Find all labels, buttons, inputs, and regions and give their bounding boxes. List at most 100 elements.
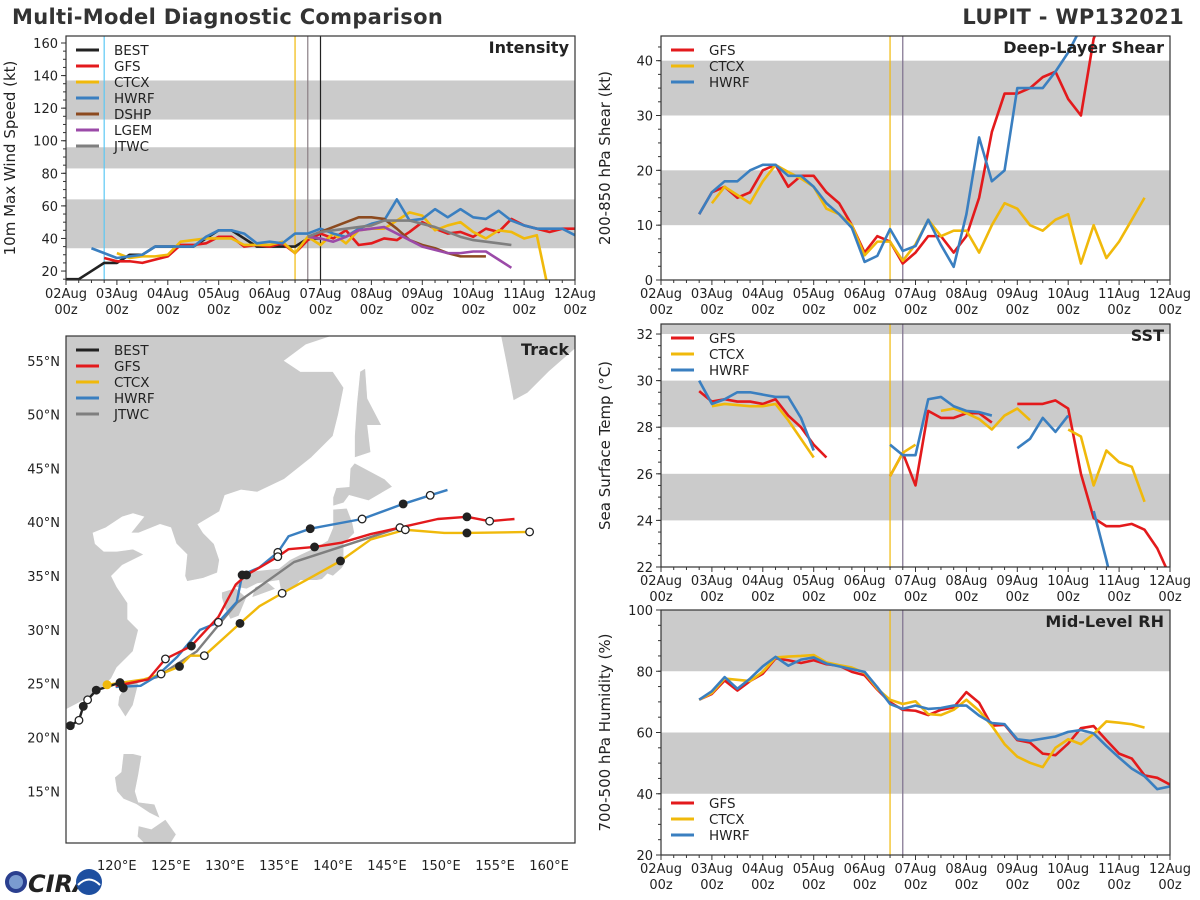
x-tick-hour: 00z bbox=[700, 590, 724, 605]
cira-logo: CIRA bbox=[5, 869, 102, 898]
x-tick-date: 10Aug bbox=[1047, 287, 1089, 302]
series-line-dshp bbox=[307, 215, 486, 258]
x-tick-hour: 00z bbox=[1158, 590, 1182, 605]
legend-label-gfs: GFS bbox=[709, 43, 736, 59]
x-tick-hour: 00z bbox=[802, 878, 826, 893]
x-tick-hour: 00z bbox=[309, 303, 333, 318]
land-hokkaido bbox=[332, 462, 393, 507]
x-tick-hour: 00z bbox=[105, 303, 129, 318]
lon-tick-label: 145°E bbox=[367, 859, 407, 874]
y-axis-label: 200-850 hPa Shear (kt) bbox=[596, 71, 614, 245]
x-tick-date: 05Aug bbox=[793, 862, 835, 877]
x-tick-date: 05Aug bbox=[198, 287, 240, 302]
x-tick-hour: 00z bbox=[904, 303, 928, 318]
y-axis-label: 10m Max Wind Speed (kt) bbox=[1, 61, 19, 256]
y-tick-label: 28 bbox=[636, 421, 653, 436]
lon-tick-label: 140°E bbox=[313, 859, 353, 874]
track-marker-best bbox=[78, 701, 88, 711]
y-tick-label: 0 bbox=[645, 274, 653, 289]
legend-label-gfs: GFS bbox=[114, 59, 141, 75]
x-tick-hour: 00z bbox=[955, 303, 979, 318]
x-tick-hour: 00z bbox=[700, 303, 724, 318]
land-luzon bbox=[114, 753, 161, 819]
x-tick-date: 11Aug bbox=[1098, 287, 1140, 302]
track-marker-gfs bbox=[273, 552, 283, 562]
track-marker-ctcx bbox=[525, 527, 535, 537]
series-line-ctcx bbox=[940, 407, 1031, 431]
category-band bbox=[661, 170, 1170, 226]
x-tick-hour: 00z bbox=[904, 878, 928, 893]
x-tick-date: 02Aug bbox=[45, 287, 87, 302]
series-line-ctcx bbox=[1067, 428, 1146, 503]
x-tick-hour: 00z bbox=[1057, 303, 1081, 318]
x-tick-hour: 00z bbox=[54, 303, 78, 318]
y-tick-label: 60 bbox=[41, 200, 58, 215]
track-line-gfs bbox=[115, 515, 515, 688]
category-band bbox=[661, 380, 1170, 428]
x-tick-hour: 00z bbox=[1057, 590, 1081, 605]
track-marker-best bbox=[74, 715, 84, 725]
x-tick-date: 06Aug bbox=[844, 862, 886, 877]
track-marker-gfs bbox=[462, 512, 472, 522]
x-tick-hour: 00z bbox=[1006, 878, 1030, 893]
series-line-gfs bbox=[698, 36, 1097, 265]
panel-title: SST bbox=[1131, 326, 1164, 345]
track-marker-hwrf bbox=[425, 490, 435, 500]
land-sakhalin bbox=[354, 367, 383, 459]
x-tick-date: 08Aug bbox=[945, 574, 987, 589]
map-area bbox=[66, 336, 575, 843]
legend-label-jtwc: JTWC bbox=[113, 407, 149, 423]
track-marker-ctcx bbox=[235, 618, 245, 628]
x-tick-date: 08Aug bbox=[945, 862, 987, 877]
x-tick-date: 02Aug bbox=[640, 862, 682, 877]
x-tick-date: 06Aug bbox=[844, 287, 886, 302]
track-marker-hwrf bbox=[213, 617, 223, 627]
x-tick-hour: 00z bbox=[955, 590, 979, 605]
x-tick-date: 12Aug bbox=[1149, 287, 1191, 302]
x-tick-date: 07Aug bbox=[895, 862, 937, 877]
x-tick-hour: 00z bbox=[1107, 590, 1131, 605]
x-tick-hour: 00z bbox=[751, 878, 775, 893]
x-tick-date: 11Aug bbox=[503, 287, 545, 302]
x-tick-date: 09Aug bbox=[996, 862, 1038, 877]
storm-id: LUPIT - WP132021 bbox=[962, 5, 1184, 29]
panel-intensity: 2040608010012014016002Aug00z03Aug00z04Au… bbox=[1, 35, 596, 318]
x-tick-date: 09Aug bbox=[996, 287, 1038, 302]
x-tick-hour: 00z bbox=[649, 590, 673, 605]
lon-tick-label: 155°E bbox=[475, 859, 515, 874]
x-tick-hour: 00z bbox=[802, 590, 826, 605]
legend-label-hwrf: HWRF bbox=[709, 828, 750, 844]
track-marker-best bbox=[66, 721, 75, 731]
legend-label-best: BEST bbox=[114, 43, 149, 59]
y-tick-label: 20 bbox=[636, 849, 653, 864]
legend-label-ctcx: CTCX bbox=[709, 59, 745, 75]
track-marker-hwrf bbox=[357, 514, 367, 524]
track-marker-gfs bbox=[485, 516, 495, 526]
lat-tick-label: 35°N bbox=[27, 570, 60, 585]
track-marker-gfs bbox=[242, 570, 251, 580]
panel-title: Intensity bbox=[489, 38, 570, 57]
y-tick-label: 40 bbox=[636, 788, 653, 803]
x-tick-date: 04Aug bbox=[147, 287, 189, 302]
track-marker-ctcx bbox=[277, 588, 287, 598]
legend-label-jtwc: JTWC bbox=[113, 139, 149, 155]
track-marker-ctcx bbox=[400, 525, 410, 535]
legend-label-hwrf: HWRF bbox=[114, 91, 155, 107]
x-tick-hour: 00z bbox=[955, 878, 979, 893]
x-tick-date: 12Aug bbox=[1149, 574, 1191, 589]
x-tick-date: 06Aug bbox=[249, 287, 291, 302]
track-marker-best bbox=[83, 695, 93, 705]
lon-tick-label: 125°E bbox=[151, 859, 191, 874]
lon-tick-label: 135°E bbox=[259, 859, 299, 874]
y-tick-label: 10 bbox=[636, 219, 653, 234]
x-tick-date: 11Aug bbox=[1098, 862, 1140, 877]
series-line-gfs bbox=[888, 409, 993, 487]
logo-globe-inner bbox=[9, 875, 23, 889]
x-tick-hour: 00z bbox=[904, 590, 928, 605]
series-line-ctcx bbox=[888, 443, 917, 477]
x-tick-date: 12Aug bbox=[1149, 862, 1191, 877]
y-tick-label: 20 bbox=[41, 265, 58, 280]
x-tick-hour: 00z bbox=[462, 303, 486, 318]
x-tick-date: 12Aug bbox=[554, 287, 596, 302]
y-tick-label: 30 bbox=[636, 375, 653, 390]
